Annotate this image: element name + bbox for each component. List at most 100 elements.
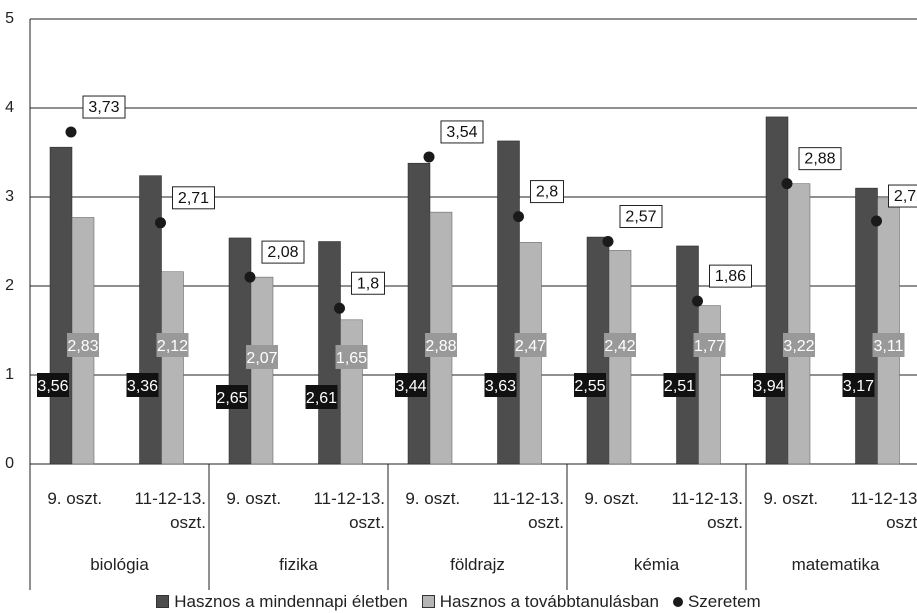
bar-everyday-data-label-box	[663, 373, 696, 397]
love-data-label-box	[619, 205, 663, 228]
bar-everyday	[497, 140, 520, 465]
love-marker	[871, 215, 882, 227]
bar-study-data-label-box	[156, 333, 189, 357]
love-marker	[244, 271, 256, 283]
bar-study	[161, 271, 184, 465]
bar-study-data-label-box	[514, 333, 547, 357]
love-data-label-box	[261, 240, 305, 264]
bar-everyday-data-label-box	[753, 373, 785, 397]
x-grade-label: 11-12-13.	[671, 489, 743, 508]
bar-everyday-data-label: 3,36	[127, 378, 158, 395]
bar-study-data-label: 2,47	[515, 338, 546, 355]
bar-everyday-data-label: 3,94	[753, 378, 784, 395]
legend-swatch-light	[421, 595, 435, 608]
bar-study	[608, 250, 632, 465]
bar-study	[877, 198, 900, 465]
legend: Hasznos a mindennapi életben Hasznos a t…	[0, 590, 917, 613]
y-tick-label: 5	[5, 10, 14, 27]
legend-label-study: Hasznos a továbbtanulásban	[439, 591, 659, 611]
bar-everyday	[407, 162, 431, 465]
love-marker	[692, 295, 703, 307]
bar-everyday	[765, 116, 789, 465]
love-data-label-box	[82, 95, 126, 119]
x-grade-label: 11-12-13.	[492, 489, 564, 508]
bar-study-data-label-box	[425, 333, 457, 357]
bar-study-data-label: 3,22	[783, 338, 814, 355]
bar-study	[250, 276, 274, 465]
y-tick-label: 2	[5, 277, 14, 294]
bar-everyday-data-label-box	[216, 385, 248, 409]
love-data-label-box	[798, 147, 842, 171]
chart-svg: 0 1 2 3 4 5 3,56 2,83 3,73 9. oszt. 3,36 2,12 2,71 11…	[5, 10, 917, 590]
love-marker	[781, 178, 793, 190]
bar-study-data-label-box	[604, 333, 636, 357]
bar-study	[340, 319, 363, 465]
x-grade-label: 9. oszt.	[763, 489, 818, 508]
legend-item-everyday: Hasznos a mindennapi életben	[156, 592, 408, 612]
bar-everyday-data-label-box	[395, 373, 427, 397]
love-marker	[155, 217, 166, 229]
love-data-label: 2,57	[625, 209, 656, 226]
love-data-label: 2,8	[536, 184, 558, 201]
love-data-label: 1,86	[715, 268, 746, 285]
bar-everyday-data-label-box	[842, 373, 875, 397]
x-grade-label: oszt.	[528, 513, 564, 532]
bar-study	[787, 183, 811, 465]
y-tick-label: 1	[5, 366, 14, 383]
x-subject-label: biológia	[90, 555, 149, 574]
bar-everyday-data-label-box	[574, 373, 606, 397]
bar-study-data-label-box	[872, 333, 905, 357]
love-data-label: 2,72	[894, 188, 917, 205]
love-data-label: 1,8	[357, 275, 379, 292]
bar-study-data-label-box	[693, 333, 726, 357]
love-data-label: 3,73	[88, 99, 119, 116]
x-subject-label: földrajz	[450, 555, 505, 574]
bar-everyday	[855, 187, 878, 465]
legend-swatch-dark	[156, 595, 170, 608]
love-data-label-box	[530, 180, 564, 204]
x-grade-label: 9. oszt.	[226, 489, 281, 508]
x-grade-label: oszt.	[349, 513, 385, 532]
love-data-label-box	[440, 120, 484, 144]
legend-item-study: Hasznos a továbbtanulásban	[421, 591, 659, 612]
bar-everyday-data-label: 2,51	[664, 378, 695, 395]
bar-study-data-label: 3,11	[874, 338, 904, 355]
love-marker	[334, 302, 345, 314]
legend-item-love: Szeretem	[672, 592, 761, 612]
x-grade-label: oszt.	[170, 513, 206, 532]
x-grade-label: 11-12-13.	[134, 489, 206, 508]
x-grade-label: 11-12-13.	[850, 489, 917, 508]
love-marker	[513, 211, 524, 223]
x-subject-label: fizika	[279, 555, 318, 574]
bar-everyday-data-label-box	[126, 373, 159, 397]
y-tick-label: 3	[5, 188, 14, 205]
bar-study-data-label-box	[67, 333, 99, 357]
bar-study-data-label: 2,88	[425, 338, 456, 355]
bar-everyday-data-label: 3,63	[485, 378, 516, 395]
bar-study-data-label: 2,83	[67, 338, 98, 355]
x-grade-label: oszt.	[707, 513, 743, 532]
legend-dot-icon	[672, 596, 683, 607]
bar-everyday	[49, 146, 73, 465]
x-grade-label: 9. oszt.	[405, 489, 460, 508]
bar-everyday-data-label-box	[37, 373, 69, 397]
bar-everyday-data-label: 3,56	[37, 378, 68, 395]
bar-study-data-label: 2,42	[604, 338, 635, 355]
love-data-label-box	[709, 264, 752, 288]
bar-study-data-label: 1,77	[694, 338, 725, 355]
love-data-label: 2,08	[267, 244, 298, 261]
x-subject-label: kémia	[634, 555, 680, 574]
bar-study-data-label-box	[246, 345, 278, 369]
x-grade-label: 9. oszt.	[584, 489, 639, 508]
x-grade-label: oszt.	[886, 513, 917, 532]
y-tick-label: 4	[5, 99, 14, 116]
bar-study-data-label: 2,12	[157, 338, 188, 355]
love-marker	[602, 236, 614, 247]
love-data-label-box	[888, 184, 917, 208]
x-grade-label: 9. oszt.	[47, 489, 102, 508]
love-marker	[423, 151, 435, 163]
bar-everyday-data-label: 2,61	[306, 390, 337, 407]
love-data-label: 2,88	[804, 151, 835, 168]
bar-study	[698, 305, 721, 465]
love-data-label: 3,54	[446, 124, 477, 141]
